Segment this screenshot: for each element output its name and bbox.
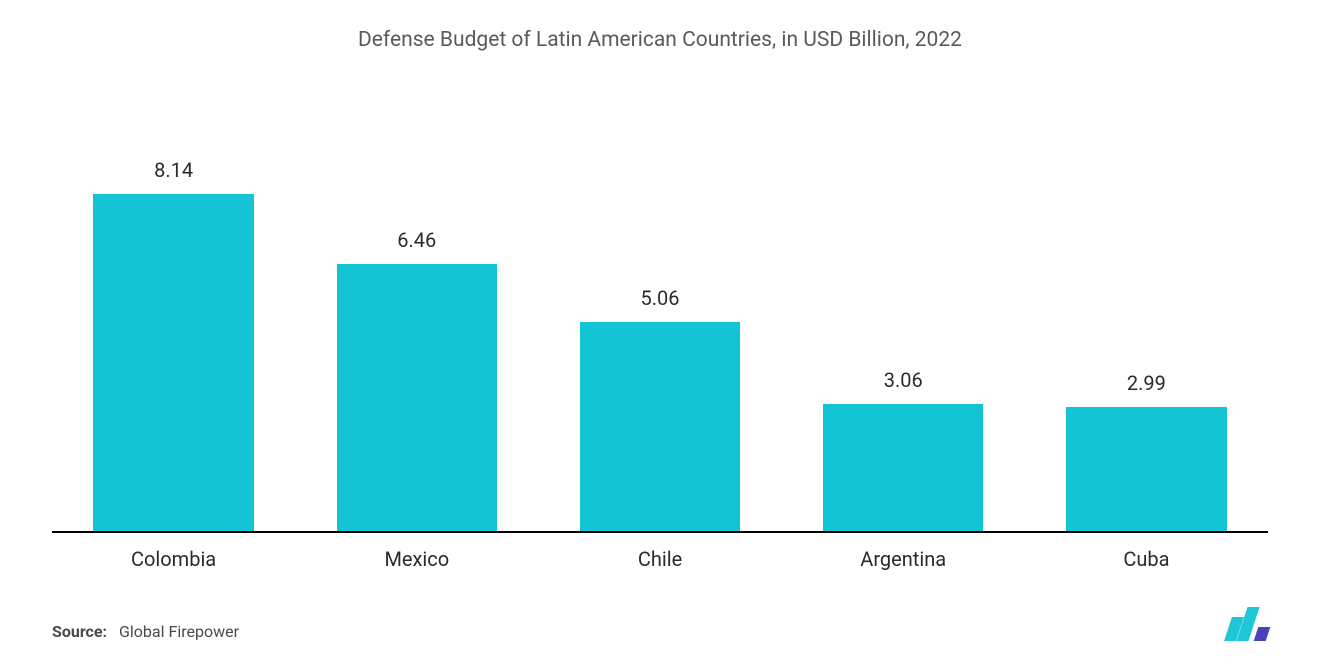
bar-rect bbox=[337, 264, 498, 531]
bar-rect bbox=[823, 404, 984, 531]
bar-slot: 6.46 bbox=[295, 120, 538, 531]
bar-value-label: 8.14 bbox=[154, 158, 193, 182]
logo-bar-icon bbox=[1254, 627, 1271, 641]
bar-value-label: 3.06 bbox=[884, 368, 923, 392]
bar-slot: 2.99 bbox=[1025, 120, 1268, 531]
bar-rect bbox=[93, 194, 254, 531]
chart-footer: Source: Global Firepower bbox=[48, 607, 1272, 641]
bar-value-label: 6.46 bbox=[397, 228, 436, 252]
bar-slot: 5.06 bbox=[538, 120, 781, 531]
bar-rect bbox=[580, 322, 741, 531]
category-label: Mexico bbox=[295, 547, 538, 571]
bars-row: 8.14 6.46 5.06 3.06 2.99 bbox=[52, 120, 1268, 533]
plot-area: 8.14 6.46 5.06 3.06 2.99 bbox=[52, 60, 1268, 533]
bar-value-label: 5.06 bbox=[641, 286, 680, 310]
source-text: Global Firepower bbox=[119, 622, 239, 641]
bar-slot: 3.06 bbox=[782, 120, 1025, 531]
chart-container: Defense Budget of Latin American Countri… bbox=[0, 0, 1320, 665]
category-label: Chile bbox=[538, 547, 781, 571]
brand-logo bbox=[1228, 607, 1268, 641]
source-line: Source: Global Firepower bbox=[52, 622, 239, 641]
bar-value-label: 2.99 bbox=[1127, 371, 1166, 395]
bar-rect bbox=[1066, 407, 1227, 531]
bar-slot: 8.14 bbox=[52, 120, 295, 531]
source-label: Source: bbox=[52, 622, 107, 641]
category-label: Colombia bbox=[52, 547, 295, 571]
category-label: Cuba bbox=[1025, 547, 1268, 571]
category-label: Argentina bbox=[782, 547, 1025, 571]
chart-title: Defense Budget of Latin American Countri… bbox=[48, 28, 1272, 52]
category-labels-row: ColombiaMexicoChileArgentinaCuba bbox=[52, 547, 1268, 571]
